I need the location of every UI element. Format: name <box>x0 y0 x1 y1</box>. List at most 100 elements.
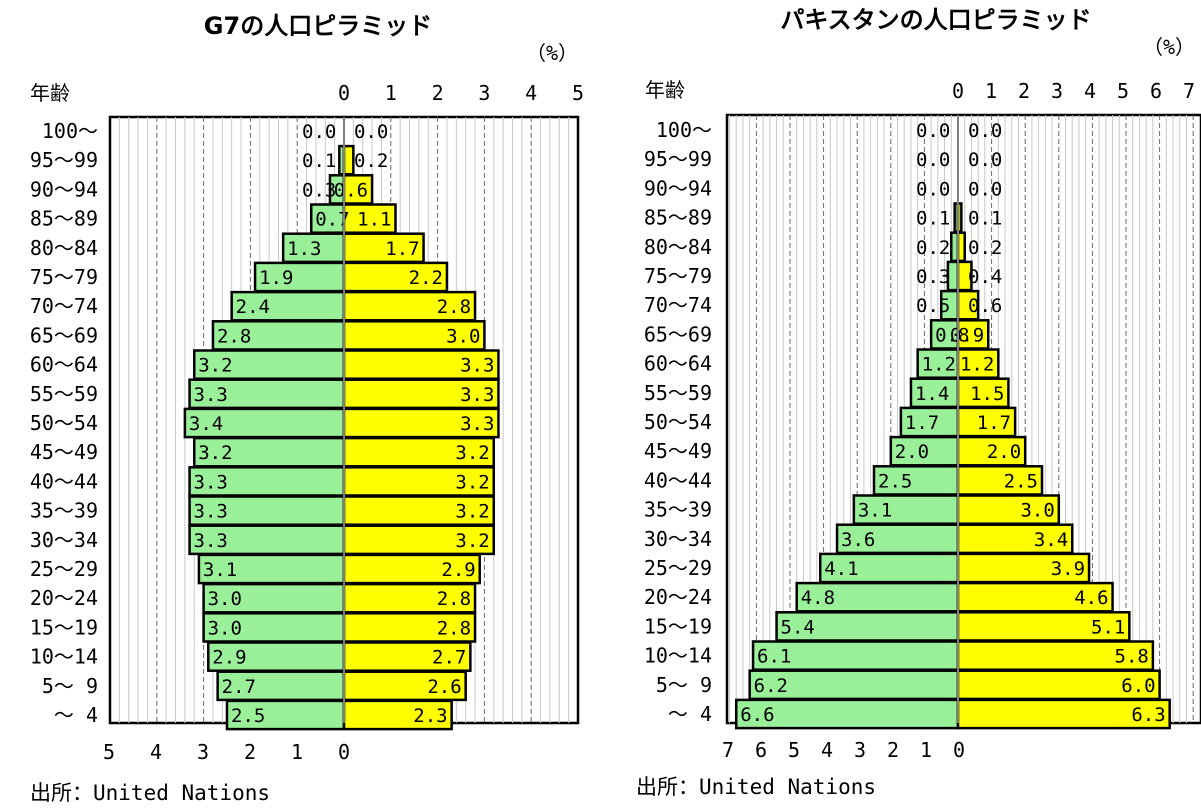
age-category-label: 100～ <box>42 119 98 143</box>
bar-male <box>795 581 960 613</box>
data-label-male: 1.4 <box>915 383 949 405</box>
tick-label-bottom: 1 <box>920 738 932 762</box>
age-category-label: 5～ 9 <box>656 673 712 697</box>
age-category-label: 20～24 <box>644 585 712 609</box>
data-label-male: 0.5 <box>916 295 950 317</box>
data-label-male: 1.2 <box>922 354 956 376</box>
data-label-female: 0.9 <box>950 324 984 346</box>
data-label-male: 3.6 <box>841 529 875 551</box>
data-label-male: 3.0 <box>208 588 242 610</box>
tick-label-top: 3 <box>478 81 490 105</box>
age-category-label: 35～39 <box>30 499 98 523</box>
pakistan-pyramid-chart: パキスタンの人口ピラミッド （%） 年齢 0.0 0.00.0 0.00.0 0.00… <box>636 6 1201 799</box>
chart-title: G7の人口ピラミッド <box>204 12 432 40</box>
age-category-label: 10～14 <box>644 644 712 668</box>
data-label-female: 2.6 <box>427 676 461 698</box>
bar-female <box>956 231 966 263</box>
bar-female <box>956 698 1171 730</box>
age-category-label: 40～44 <box>644 468 712 492</box>
bar-female <box>342 174 374 205</box>
data-label-male: 0.3 <box>916 266 950 288</box>
data-label-male: 2.9 <box>212 647 246 669</box>
data-label-female: 2.9 <box>441 559 475 581</box>
data-label-female: 3.3 <box>460 384 494 406</box>
age-category-label: 80～84 <box>30 236 98 260</box>
data-label-female: 3.0 <box>446 325 480 347</box>
data-label-male: 3.3 <box>194 471 228 493</box>
y-axis-label: 年齢 <box>645 78 685 102</box>
age-category-label: ～ 4 <box>54 703 98 727</box>
data-label-female: 2.2 <box>409 267 443 289</box>
bar-male <box>192 436 346 468</box>
tick-label-top: 4 <box>1084 79 1096 103</box>
data-label-male: 3.3 <box>194 530 228 552</box>
data-label-female: 1.2 <box>960 354 994 376</box>
data-label-male: 2.4 <box>236 296 270 318</box>
data-label-male: 0.0 <box>916 120 950 142</box>
bar-male <box>202 582 346 614</box>
data-label-male: 3.3 <box>194 384 228 406</box>
age-category-label: 75～79 <box>30 265 98 289</box>
tick-label-bottom: 2 <box>887 738 899 762</box>
tick-label-top: 7 <box>1183 79 1195 103</box>
data-label-female: 1.1 <box>357 209 391 231</box>
tick-label-bottom: 0 <box>953 738 965 762</box>
bar-female <box>342 144 355 176</box>
age-category-label: 70～74 <box>644 293 712 317</box>
data-label-male: 1.9 <box>259 267 293 289</box>
age-category-label: 50～54 <box>644 410 712 434</box>
age-category-label: 60～64 <box>30 353 98 377</box>
data-label-female: 1.7 <box>385 238 419 260</box>
data-label-female: 0.6 <box>334 179 368 201</box>
data-label-female: 4.6 <box>1074 587 1108 609</box>
data-label-male: 6.1 <box>757 646 791 668</box>
tick-label-top: 3 <box>1051 79 1063 103</box>
bar-female <box>342 699 453 731</box>
data-label-male: 1.3 <box>287 238 321 260</box>
chart-title: パキスタンの人口ピラミッド <box>780 6 1091 34</box>
age-category-label: 100～ <box>656 118 712 142</box>
bar-male <box>734 698 960 730</box>
bar-female <box>342 524 496 556</box>
data-label-male: 5.4 <box>781 616 815 638</box>
data-label-female: 3.3 <box>460 355 494 377</box>
tick-label-bottom: 5 <box>103 740 115 764</box>
data-label-male: 3.1 <box>858 500 892 522</box>
tick-label-bottom: 7 <box>722 738 734 762</box>
source-note: 出所：United Nations <box>30 781 270 805</box>
bar-female <box>342 378 500 410</box>
data-label-female: 2.8 <box>437 588 471 610</box>
age-category-label: 35～39 <box>644 498 712 522</box>
age-category-label: 55～59 <box>30 382 98 406</box>
data-label-male: 0.0 <box>302 121 336 143</box>
data-label-female: 1.5 <box>970 383 1004 405</box>
data-label-male: 2.5 <box>878 470 912 492</box>
bar-female <box>342 407 500 439</box>
age-category-label: 80～84 <box>644 235 712 259</box>
data-label-male: 3.2 <box>198 442 232 464</box>
data-label-male: 6.2 <box>754 675 788 697</box>
age-category-label: 10～14 <box>30 645 98 669</box>
age-category-label: 50～54 <box>30 411 98 435</box>
age-category-label: 30～34 <box>644 527 712 551</box>
age-category-label: 70～74 <box>30 294 98 318</box>
tick-label-top: 0 <box>952 79 964 103</box>
age-category-label: 90～94 <box>644 176 712 200</box>
age-category-label: 25～29 <box>30 557 98 581</box>
data-label-male: 2.7 <box>222 676 256 698</box>
age-category-label: 95～99 <box>30 148 98 172</box>
tick-label-bottom: 3 <box>197 740 209 764</box>
bars: 0.0 0.00.0 0.00.0 0.00.1 0.10.2 0.20.3 0.40.5 0… <box>734 120 1171 730</box>
tick-label-bottom: 3 <box>854 738 866 762</box>
tick-label-top: 1 <box>385 81 397 105</box>
data-label-male: 4.8 <box>801 587 835 609</box>
tick-label-top: 1 <box>985 79 997 103</box>
data-label-female: 3.2 <box>455 442 489 464</box>
data-label-female: 3.4 <box>1034 529 1068 551</box>
data-label-female: 2.5 <box>1004 470 1038 492</box>
tick-label-bottom: 6 <box>755 738 767 762</box>
age-category-label: 5～ 9 <box>42 674 98 698</box>
g7-pyramid-chart: G7の人口ピラミッド （%） 年齢 0.0 0.0 0.1 0.2 0.30.6 0.7 1… <box>30 12 584 805</box>
